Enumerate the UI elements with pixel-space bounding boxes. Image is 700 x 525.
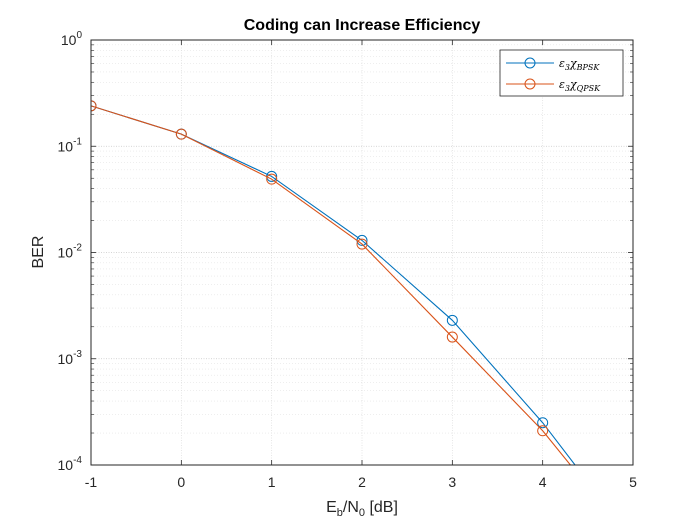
series-1-point [91, 100, 97, 112]
y-tick-label: 10-2 [58, 243, 83, 261]
x-tick-label: 0 [177, 474, 185, 490]
legend-entry-bpsk: ε3χBPSK [506, 57, 600, 72]
y-tick-label: 10-4 [58, 455, 83, 473]
legend-label-qpsk: ε3χQPSK [559, 78, 601, 93]
series-1-point [446, 331, 458, 343]
legend-marker-bpsk [524, 57, 536, 69]
x-tick-label: 4 [539, 474, 547, 490]
major-grid [91, 40, 633, 465]
x-tick-labels: -1 0 1 2 3 4 5 [85, 474, 637, 490]
legend: ε3χBPSK ε3χQPSK [499, 49, 624, 97]
x-tick-label: 2 [358, 474, 366, 490]
x-tick-label: 3 [448, 474, 456, 490]
series-0-point [537, 417, 549, 429]
legend-entry-qpsk: ε3χQPSK [506, 78, 601, 93]
series-layer [91, 100, 576, 465]
chart-title: Coding can Increase Efficiency [244, 17, 481, 34]
series-line-1 [91, 105, 572, 465]
y-tick-label: 10-1 [58, 136, 83, 154]
x-tick-label: 5 [629, 474, 637, 490]
series-0-point [446, 314, 458, 326]
y-axis-label: BER [30, 236, 47, 269]
legend-marker-qpsk [524, 78, 536, 90]
legend-box [499, 49, 624, 97]
axis-ticks [90, 39, 634, 466]
y-tick-label: 10-3 [58, 349, 83, 367]
legend-label-bpsk: ε3χBPSK [559, 57, 600, 72]
x-axis-label: Eb/N0 [dB] [326, 499, 398, 519]
series-1-point [537, 425, 549, 437]
series-1-point [266, 173, 278, 185]
y-tick-label: 100 [61, 30, 83, 48]
x-tick-label: -1 [85, 474, 98, 490]
x-tick-label: 1 [268, 474, 276, 490]
series-1-point [175, 128, 187, 140]
y-tick-labels: 100 10-1 10-2 10-3 10-4 [58, 30, 83, 473]
series-1-point [356, 238, 368, 250]
